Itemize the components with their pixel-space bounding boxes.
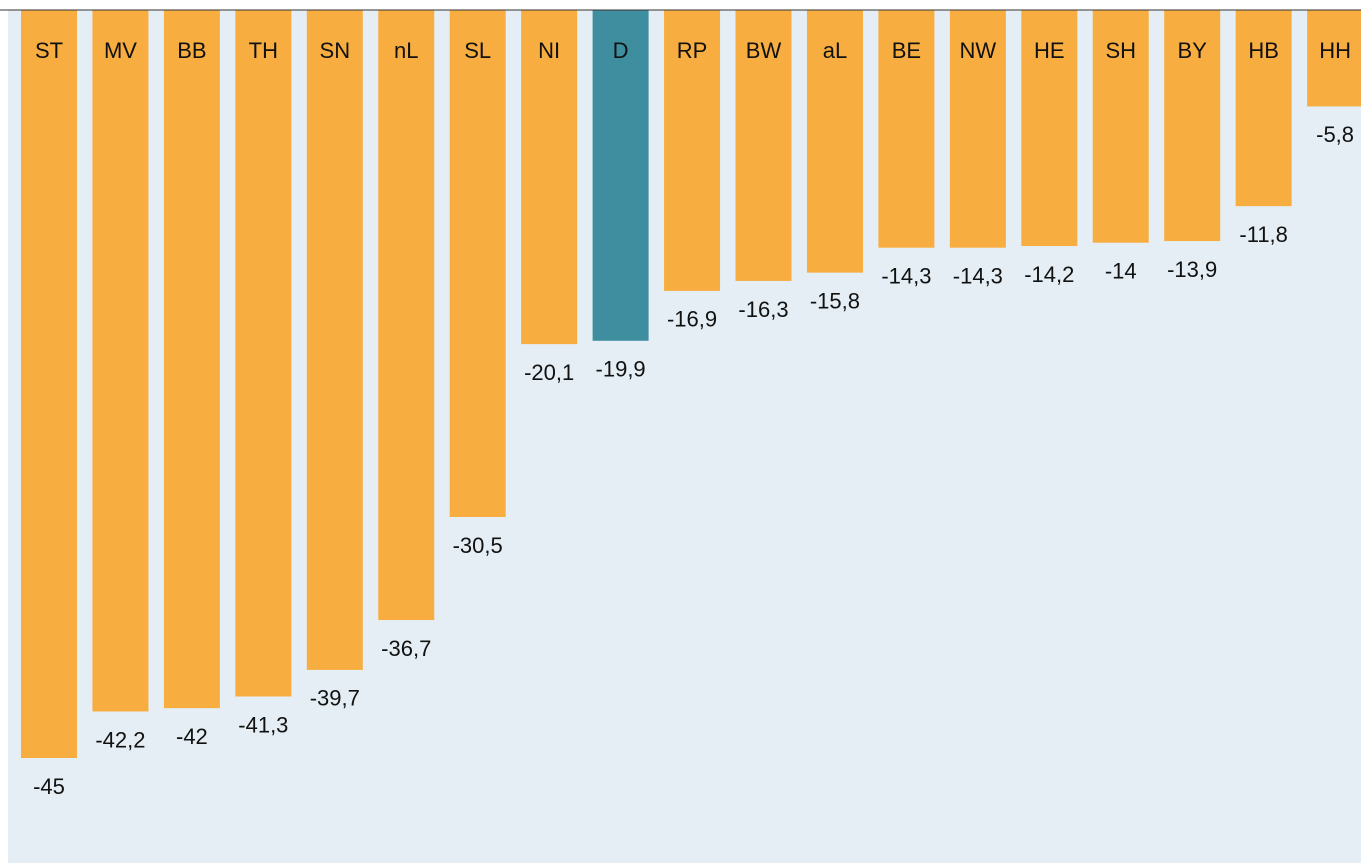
data-label: -14,3 — [953, 264, 1003, 289]
bar — [806, 10, 863, 273]
x-tick-label: ST — [35, 38, 63, 63]
x-tick-label: SL — [464, 38, 491, 63]
bar — [1235, 10, 1292, 207]
bar — [163, 10, 220, 709]
x-tick-label: BE — [892, 38, 921, 63]
data-label: -36,7 — [381, 636, 431, 661]
data-label: -13,9 — [1167, 257, 1217, 282]
x-tick-label: SH — [1105, 38, 1136, 63]
bar — [592, 10, 649, 341]
x-tick-label: aL — [823, 38, 847, 63]
data-label: -42 — [176, 724, 208, 749]
bar — [1164, 10, 1221, 242]
x-tick-label: BY — [1178, 38, 1208, 63]
bar — [735, 10, 792, 281]
bar — [1092, 10, 1149, 243]
x-tick-label: RP — [677, 38, 708, 63]
x-tick-label: NI — [538, 38, 560, 63]
data-label: -16,9 — [667, 307, 717, 332]
data-label: -45 — [33, 774, 65, 799]
data-label: -41,3 — [238, 712, 288, 737]
data-label: -14,3 — [881, 264, 931, 289]
data-label: -20,1 — [524, 360, 574, 385]
data-label: -14 — [1105, 259, 1137, 284]
x-tick-label: nL — [394, 38, 418, 63]
x-tick-label: HH — [1319, 38, 1351, 63]
x-tick-label: HE — [1034, 38, 1065, 63]
bar — [449, 10, 506, 517]
x-tick-label: BW — [746, 38, 782, 63]
x-tick-label: BB — [177, 38, 206, 63]
bar — [878, 10, 935, 248]
data-label: -11,8 — [1239, 222, 1288, 247]
bar — [949, 10, 1006, 248]
data-label: -16,3 — [738, 297, 788, 322]
data-label: -15,8 — [810, 288, 860, 313]
x-tick-label: MV — [104, 38, 137, 63]
bar — [1307, 10, 1361, 107]
bar — [664, 10, 721, 291]
data-label: -30,5 — [453, 533, 503, 558]
bar — [306, 10, 363, 670]
data-label: -14,2 — [1024, 262, 1074, 287]
bar — [1021, 10, 1078, 247]
bar — [21, 10, 77, 758]
data-label: -39,7 — [310, 686, 360, 711]
data-label: -42,2 — [95, 727, 145, 752]
data-label: -19,9 — [596, 357, 646, 382]
bar — [92, 10, 149, 712]
x-tick-label: NW — [960, 38, 997, 63]
bar — [521, 10, 578, 345]
x-tick-label: SN — [320, 38, 351, 63]
bar — [378, 10, 435, 621]
data-label: -5,8 — [1316, 122, 1354, 147]
bar — [235, 10, 292, 697]
x-tick-label: HB — [1248, 38, 1279, 63]
x-tick-label: D — [613, 38, 629, 63]
x-tick-label: TH — [249, 38, 278, 63]
